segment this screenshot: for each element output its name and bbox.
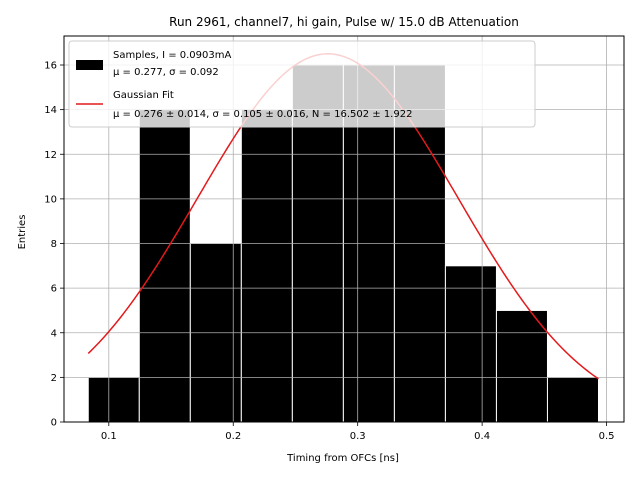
histogram-bar xyxy=(87,376,140,423)
x-tick-label: 0.1 xyxy=(101,431,117,442)
legend-samples-label: Samples, I = 0.0903mA xyxy=(113,50,231,61)
x-axis-label: Timing from OFCs [ns] xyxy=(286,453,399,464)
axes: 0.1 0.2 0.3 0.4 0.5 0 2 4 6 8 10 12 14 16 xyxy=(44,35,625,442)
legend-box xyxy=(68,40,536,128)
histogram-bar xyxy=(240,109,293,423)
x-tick-label: 0.4 xyxy=(474,431,490,442)
y-tick-label: 12 xyxy=(44,150,57,161)
y-axis-label: Entries xyxy=(17,215,28,250)
y-tick-label: 14 xyxy=(44,105,57,116)
legend-fit-stats: μ = 0.276 ± 0.014, σ = 0.105 ± 0.016, N … xyxy=(113,109,412,120)
x-tick-label: 0.5 xyxy=(599,431,615,442)
histogram-bar xyxy=(546,376,599,423)
y-tick-label: 2 xyxy=(51,373,57,384)
y-tick-label: 4 xyxy=(51,328,57,339)
x-tick-label: 0.2 xyxy=(225,431,241,442)
chart-title: Run 2961, channel7, hi gain, Pulse w/ 15… xyxy=(169,15,519,29)
y-tick-label: 8 xyxy=(51,239,57,250)
y-tick-label: 10 xyxy=(44,194,57,205)
histogram-bar xyxy=(495,309,548,423)
x-tick-label: 0.3 xyxy=(350,431,366,442)
y-tick-label: 16 xyxy=(44,61,57,72)
legend-samples-swatch xyxy=(76,60,103,70)
legend-fit-label: Gaussian Fit xyxy=(113,90,174,101)
legend-samples-stats: μ = 0.277, σ = 0.092 xyxy=(113,67,219,78)
plot-frame xyxy=(63,35,625,423)
histogram-bar xyxy=(138,109,191,423)
y-tick-label: 6 xyxy=(51,284,57,295)
histogram-bar xyxy=(444,265,497,423)
y-tick-label: 0 xyxy=(51,418,57,429)
legend: Samples, I = 0.0903mA μ = 0.277, σ = 0.0… xyxy=(68,40,536,128)
